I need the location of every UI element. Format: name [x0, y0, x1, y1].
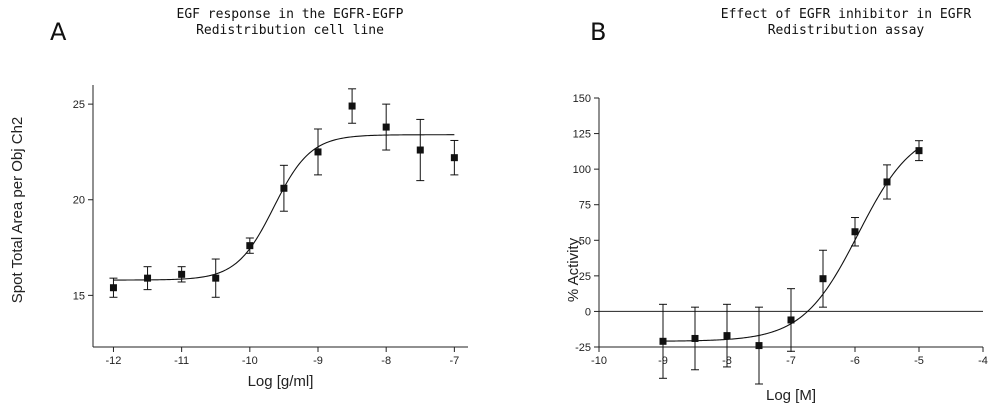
data-point-b: [851, 228, 859, 236]
panel-a-letter: A: [50, 18, 67, 46]
y-tick-label-b: 125: [573, 129, 591, 141]
chart-a: -12 -11 -10 -9 -8 -7 15 20 25 Log [g/ml] Spot Tota…: [9, 85, 468, 390]
y-tick-label-b: -25: [575, 342, 591, 354]
y-tick-label-a: 25: [73, 99, 85, 111]
data-point-a: [348, 102, 356, 110]
data-point-a: [382, 123, 390, 131]
data-point-a: [212, 274, 220, 282]
y-tick-label-b: 0: [585, 306, 591, 318]
data-point-b: [691, 334, 699, 342]
x-tick-label-a: -10: [242, 355, 258, 367]
x-tick-label-a: -7: [449, 355, 459, 367]
x-tick-label-a: -12: [106, 355, 122, 367]
data-point-a: [246, 242, 254, 250]
x-tick-label-b: -6: [850, 355, 860, 367]
y-tick-label-b: 25: [579, 271, 591, 283]
panel-a-title-line2: Redistribution cell line: [196, 23, 384, 38]
y-tick-label-a: 15: [73, 290, 85, 302]
data-point-b: [883, 178, 891, 186]
data-point-b: [723, 332, 731, 340]
panel-a-title-line1: EGF response in the EGFR-EGFP: [177, 7, 404, 22]
data-point-b: [819, 275, 827, 283]
y-tick-label-b: 75: [579, 200, 591, 212]
x-tick-label-b: -7: [786, 355, 796, 367]
data-point-a: [450, 154, 458, 162]
data-point-a: [109, 284, 117, 292]
x-axis-label-a: Log [g/ml]: [248, 373, 314, 390]
x-tick-label-a: -8: [381, 355, 391, 367]
x-tick-label-a: -9: [313, 355, 323, 367]
x-tick-label-b: -5: [914, 355, 924, 367]
data-point-a: [416, 146, 424, 154]
x-axis-label-b: Log [M]: [766, 387, 816, 404]
x-tick-label-b: -10: [591, 355, 607, 367]
y-axis-label-a: Spot Total Area per Obj Ch2: [9, 117, 26, 304]
data-point-b: [915, 147, 923, 155]
panel-b-title-line2: Redistribution assay: [768, 23, 925, 38]
data-point-a: [314, 148, 322, 156]
data-point-a: [178, 270, 186, 278]
panel-b-title-line1: Effect of EGFR inhibitor in EGFR: [721, 7, 972, 22]
data-point-b: [755, 342, 763, 350]
y-tick-label-b: 50: [579, 235, 591, 247]
y-tick-label-b: 150: [573, 93, 591, 105]
data-point-b: [787, 316, 795, 324]
panel-b-letter: B: [590, 18, 606, 46]
x-tick-label-b: -4: [978, 355, 988, 367]
y-tick-label-b: 100: [573, 164, 591, 176]
data-point-b: [659, 337, 667, 345]
data-point-a: [144, 274, 152, 282]
y-axis-label-b: % Activity: [565, 237, 582, 302]
y-tick-label-a: 20: [73, 195, 85, 207]
data-point-a: [280, 184, 288, 192]
x-tick-label-a: -11: [174, 355, 189, 367]
